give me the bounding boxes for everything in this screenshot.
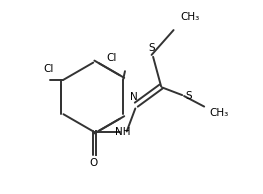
Text: Cl: Cl bbox=[44, 64, 54, 74]
Text: O: O bbox=[89, 158, 97, 168]
Text: CH₃: CH₃ bbox=[180, 12, 200, 22]
Text: Cl: Cl bbox=[106, 53, 117, 63]
Text: N: N bbox=[130, 92, 138, 102]
Text: S: S bbox=[185, 91, 192, 101]
Text: S: S bbox=[148, 43, 155, 53]
Text: NH: NH bbox=[115, 127, 131, 137]
Text: CH₃: CH₃ bbox=[209, 108, 228, 118]
